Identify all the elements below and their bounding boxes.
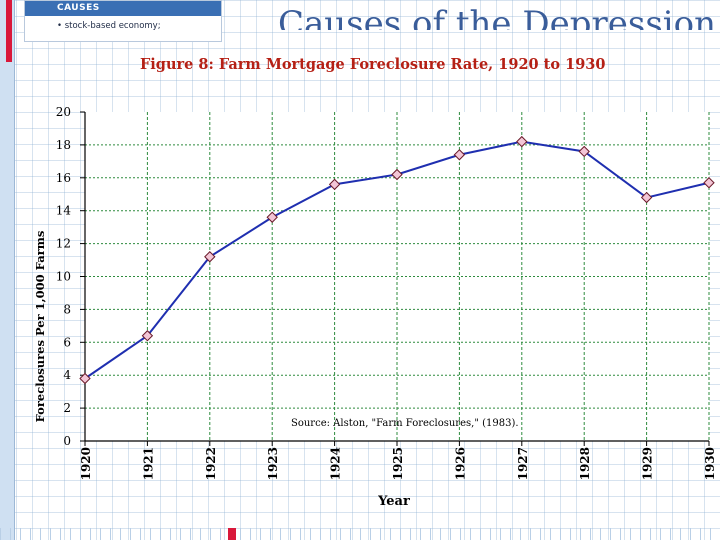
data-point bbox=[391, 168, 403, 181]
slide-bottom-accent bbox=[228, 528, 236, 540]
causes-item: • stock-based economy; bbox=[57, 21, 161, 31]
slide-title: Causes of the Depression bbox=[278, 4, 717, 30]
y-tick-label: 12 bbox=[56, 237, 71, 251]
data-point bbox=[204, 251, 216, 263]
data-point bbox=[640, 191, 653, 204]
x-tick-label: 1920 bbox=[79, 447, 93, 480]
x-tick-label: 1921 bbox=[141, 447, 155, 480]
x-tick-label: 1922 bbox=[204, 447, 218, 480]
source-annotation: Source: Alston, "Farm Foreclosures," (19… bbox=[291, 418, 519, 429]
slide-side-strip bbox=[0, 0, 15, 540]
slide-side-accent bbox=[6, 0, 12, 62]
chart-title: Figure 8: Farm Mortgage Foreclosure Rate… bbox=[140, 56, 606, 73]
data-point bbox=[141, 330, 154, 342]
data-point bbox=[516, 135, 528, 148]
data-point bbox=[266, 211, 278, 223]
y-axis-label: Foreclosures Per 1,000 Farms bbox=[33, 231, 47, 423]
y-tick-label: 20 bbox=[56, 105, 71, 119]
y-tick-label: 14 bbox=[56, 204, 72, 218]
data-point bbox=[578, 145, 590, 158]
data-point bbox=[453, 149, 466, 161]
y-tick-label: 18 bbox=[56, 138, 71, 152]
data-point bbox=[703, 177, 715, 189]
causes-header: CAUSES bbox=[25, 1, 221, 16]
slide-bottom-strip bbox=[0, 528, 720, 540]
y-tick-label: 10 bbox=[56, 270, 71, 284]
y-tick-label: 0 bbox=[63, 434, 71, 448]
y-tick-label: 4 bbox=[63, 368, 71, 382]
x-tick-label: 1930 bbox=[703, 447, 717, 480]
x-tick-label: 1927 bbox=[516, 447, 530, 480]
y-tick-label: 2 bbox=[63, 401, 71, 415]
causes-panel: CAUSES • stock-based economy; bbox=[24, 0, 222, 42]
x-tick-label: 1926 bbox=[453, 447, 467, 480]
x-tick-label: 1928 bbox=[578, 447, 592, 480]
y-tick-label: 16 bbox=[56, 171, 71, 185]
data-point bbox=[79, 372, 91, 385]
x-axis-label: Year bbox=[377, 494, 410, 509]
x-tick-label: 1929 bbox=[641, 447, 655, 480]
y-tick-label: 8 bbox=[63, 302, 71, 316]
x-tick-label: 1923 bbox=[266, 447, 280, 480]
x-tick-label: 1925 bbox=[391, 447, 405, 480]
data-point bbox=[328, 178, 341, 191]
x-tick-label: 1924 bbox=[329, 447, 343, 480]
y-tick-label: 6 bbox=[63, 335, 71, 349]
